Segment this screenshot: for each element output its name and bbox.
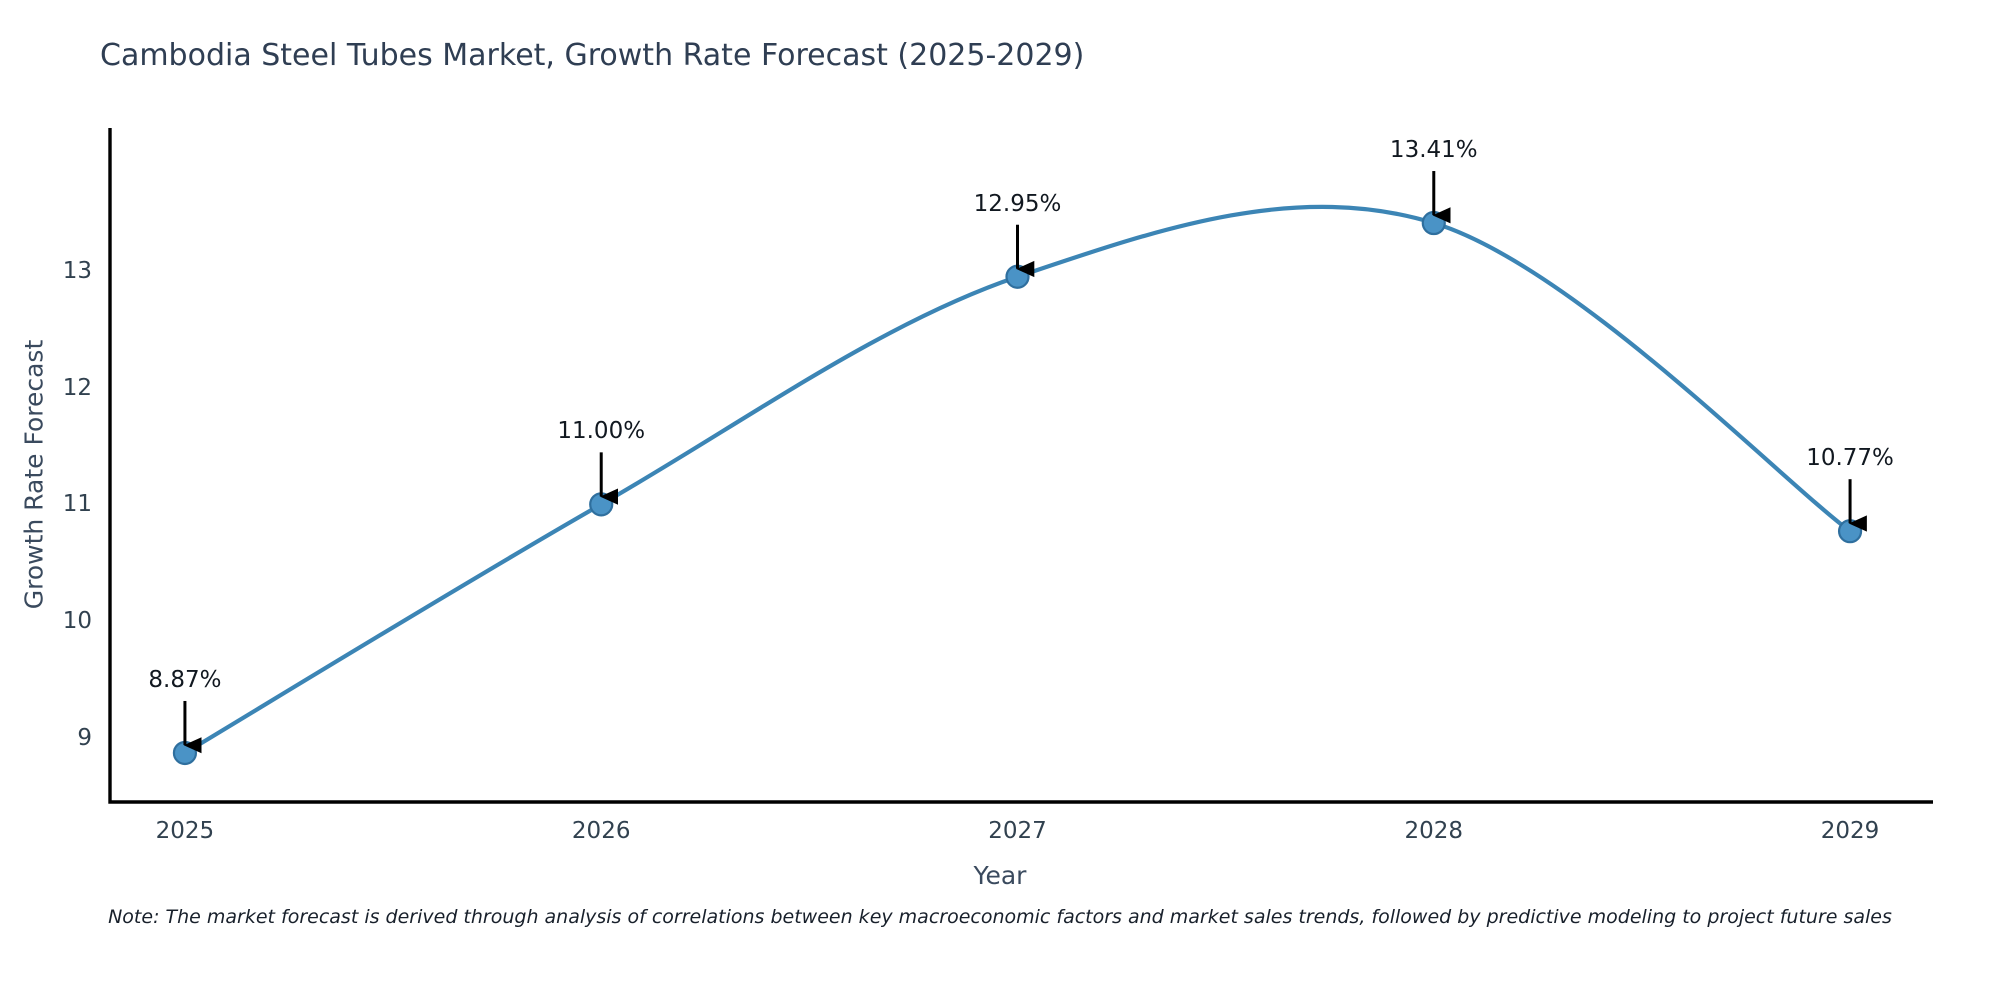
y-tick-label: 10 <box>62 608 92 635</box>
point-annotation-label: 12.95% <box>973 190 1062 217</box>
chart-footnote: Note: The market forecast is derived thr… <box>108 906 1892 928</box>
point-annotation-label: 11.00% <box>557 418 646 445</box>
x-axis-title: Year <box>973 861 1027 890</box>
y-tick-label: 13 <box>62 257 92 284</box>
data-point-marker[interactable] <box>1421 210 1446 236</box>
chart-title: Cambodia Steel Tubes Market, Growth Rate… <box>100 38 1085 73</box>
data-point-marker[interactable] <box>589 492 614 517</box>
point-annotation-label: 8.87% <box>148 666 222 693</box>
x-tick-label: 2026 <box>571 818 631 844</box>
data-point-marker[interactable] <box>172 740 198 766</box>
point-annotation-label: 10.77% <box>1806 445 1894 472</box>
y-tick-label: 11 <box>62 491 92 518</box>
point-annotation-label: 13.41% <box>1389 137 1478 164</box>
x-tick-label: 2028 <box>1404 818 1464 844</box>
y-tick-label: 12 <box>62 374 92 401</box>
y-tick-label: 9 <box>77 724 92 751</box>
data-point-marker[interactable] <box>1837 519 1863 544</box>
data-point-marker[interactable] <box>1005 264 1030 289</box>
x-tick-label: 2029 <box>1820 818 1880 844</box>
axis-spines <box>108 128 1933 804</box>
x-tick-label: 2025 <box>155 818 215 844</box>
x-tick-label: 2027 <box>988 818 1047 844</box>
